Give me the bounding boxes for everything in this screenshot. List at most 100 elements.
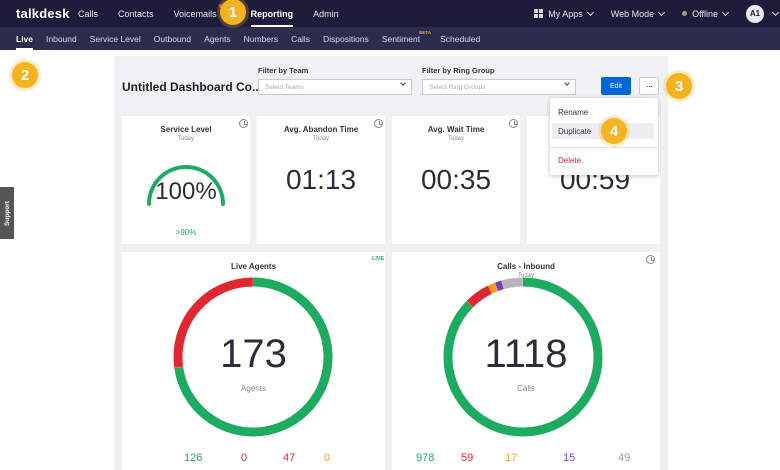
nav-voicemails-label: Voicemails bbox=[173, 8, 217, 19]
top-right-controls: My Apps Web Mode Offline A1 bbox=[534, 0, 780, 27]
service-level-card: Service Level Today 100% >90% bbox=[122, 116, 250, 244]
status-dot-icon bbox=[682, 11, 688, 16]
chevron-down-icon bbox=[721, 8, 730, 16]
callout-2: 2 bbox=[12, 62, 38, 88]
calls-inbound-value: 1118 bbox=[484, 332, 568, 376]
status-menu[interactable]: Offline bbox=[682, 8, 730, 19]
gauge-arc bbox=[147, 165, 225, 206]
dashboard-title[interactable]: Untitled Dashboard Co... bbox=[122, 80, 277, 94]
tab-service-level[interactable]: Service Level bbox=[89, 33, 141, 44]
chevron-down-icon bbox=[771, 8, 780, 16]
donut-segment-busy bbox=[173, 277, 253, 368]
donut-segment-available bbox=[174, 277, 333, 437]
calls-stat-missed: 59 bbox=[461, 452, 474, 464]
donut-segment-voicemail bbox=[495, 280, 504, 292]
clock-icon[interactable] bbox=[509, 119, 518, 128]
card-subtitle: Today bbox=[447, 136, 464, 142]
card-title: Service Level bbox=[160, 125, 212, 134]
chevron-down-icon bbox=[400, 80, 406, 86]
ring-group-select[interactable]: Select Ring Groups bbox=[422, 79, 576, 95]
clock-icon[interactable] bbox=[374, 119, 383, 128]
calls-inbound-donut bbox=[443, 277, 603, 437]
callout-1: 1 bbox=[220, 0, 246, 25]
beta-badge: BETA bbox=[419, 30, 432, 35]
chevron-down-icon bbox=[564, 80, 570, 86]
menu-rename[interactable]: Rename bbox=[558, 107, 589, 117]
abandon-time-card: Avg. Abandon Time Today 01:13 bbox=[257, 116, 385, 244]
service-level-value: 100% bbox=[155, 178, 217, 205]
team-select-placeholder: Select Teams bbox=[265, 83, 304, 91]
more-options-button[interactable]: ··· bbox=[639, 77, 659, 95]
card-title: Avg. Wait Time bbox=[427, 125, 485, 134]
donut-segment-abandoned bbox=[488, 282, 499, 294]
my-apps-menu[interactable]: My Apps bbox=[534, 8, 594, 19]
tab-sentiment[interactable]: Sentiment BETA bbox=[381, 27, 431, 50]
user-menu[interactable]: A1 bbox=[746, 4, 780, 23]
wait-time-card: Avg. Wait Time Today 00:35 bbox=[392, 116, 520, 244]
callout-3: 3 bbox=[666, 73, 692, 99]
avatar: A1 bbox=[746, 4, 764, 23]
live-tag: LIVE bbox=[372, 256, 385, 262]
wait-time-value: 00:35 bbox=[420, 164, 492, 195]
card-title: Live Agents bbox=[230, 262, 277, 271]
calls-inbound-unit: Calls bbox=[517, 384, 535, 393]
tab-sentiment-label: Sentiment bbox=[381, 33, 421, 44]
team-select[interactable]: Select Teams bbox=[258, 79, 412, 95]
calls-inbound-card: Calls - Inbound Today 1118 Calls 978 59 … bbox=[392, 252, 660, 470]
tab-outbound[interactable]: Outbound bbox=[153, 33, 192, 44]
my-apps-label: My Apps bbox=[548, 8, 583, 19]
filter-ring-label: Filter by Ring Group bbox=[422, 66, 495, 75]
card-title: Calls - Inbound bbox=[497, 262, 555, 271]
nav-contacts[interactable]: Contacts bbox=[118, 8, 154, 19]
dashboard-area: Untitled Dashboard Co... Filter by Team … bbox=[114, 56, 668, 470]
tab-numbers[interactable]: Numbers bbox=[243, 33, 279, 44]
clock-icon[interactable] bbox=[646, 255, 655, 264]
tab-agents[interactable]: Agents bbox=[204, 33, 231, 44]
card-title: Avg. Abandon Time bbox=[283, 125, 359, 134]
apps-grid-icon bbox=[534, 9, 544, 18]
chevron-down-icon bbox=[658, 8, 666, 16]
ring-group-select-placeholder: Select Ring Groups bbox=[429, 83, 486, 91]
menu-delete[interactable]: Delete bbox=[558, 155, 582, 165]
live-agents-card: Live Agents LIVE 173 Agents 126 0 47 0 bbox=[122, 252, 385, 470]
calls-stat-short: 49 bbox=[618, 452, 631, 464]
donut-segment-answered bbox=[443, 277, 603, 437]
agents-stat-busy: 47 bbox=[283, 452, 296, 464]
talkdesk-logo[interactable]: talkdesk bbox=[16, 6, 70, 21]
reporting-sub-nav: Live Inbound Service Level Outbound Agen… bbox=[0, 27, 780, 50]
top-nav-menu: Calls Contacts Voicemails Reporting Admi… bbox=[78, 0, 359, 27]
live-agents-donut bbox=[173, 277, 333, 437]
web-mode-label: Web Mode bbox=[610, 8, 655, 19]
agents-stat-available: 126 bbox=[184, 452, 203, 464]
filter-team-label: Filter by Team bbox=[258, 66, 309, 75]
card-subtitle: Today bbox=[312, 136, 329, 142]
calls-stat-abandoned: 17 bbox=[505, 452, 518, 464]
status-label: Offline bbox=[692, 8, 718, 19]
chevron-down-icon bbox=[586, 8, 594, 16]
tab-dispositions[interactable]: Dispositions bbox=[322, 33, 369, 44]
edit-button[interactable]: Edit bbox=[601, 77, 631, 95]
tab-calls[interactable]: Calls bbox=[291, 33, 310, 44]
callout-4: 4 bbox=[601, 118, 627, 144]
support-label: Support bbox=[3, 200, 11, 226]
card-subtitle: Today bbox=[177, 136, 194, 142]
live-agents-value: 173 bbox=[220, 332, 287, 376]
service-level-gauge bbox=[147, 165, 225, 206]
agents-stat-away: 0 bbox=[324, 452, 331, 464]
donut-segment-missed bbox=[466, 285, 493, 308]
web-mode-menu[interactable]: Web Mode bbox=[610, 8, 666, 19]
tab-scheduled[interactable]: Scheduled bbox=[440, 33, 481, 44]
nav-reporting[interactable]: Reporting bbox=[250, 0, 306, 27]
menu-divider bbox=[550, 147, 658, 148]
nav-calls[interactable]: Calls bbox=[78, 8, 99, 19]
nav-admin[interactable]: Admin bbox=[313, 8, 339, 19]
calls-stat-voicemail: 15 bbox=[563, 452, 576, 464]
clock-icon[interactable] bbox=[239, 119, 248, 128]
dashboard-title-label: Untitled Dashboard Co... bbox=[122, 80, 263, 94]
tab-live[interactable]: Live bbox=[16, 27, 34, 50]
agents-stat-on-call: 0 bbox=[241, 452, 248, 464]
support-tab[interactable]: Support bbox=[0, 187, 14, 239]
top-nav-bar: talkdesk Calls Contacts Voicemails Repor… bbox=[0, 0, 780, 27]
tab-inbound[interactable]: Inbound bbox=[46, 33, 77, 44]
calls-stat-answered: 978 bbox=[416, 452, 435, 464]
